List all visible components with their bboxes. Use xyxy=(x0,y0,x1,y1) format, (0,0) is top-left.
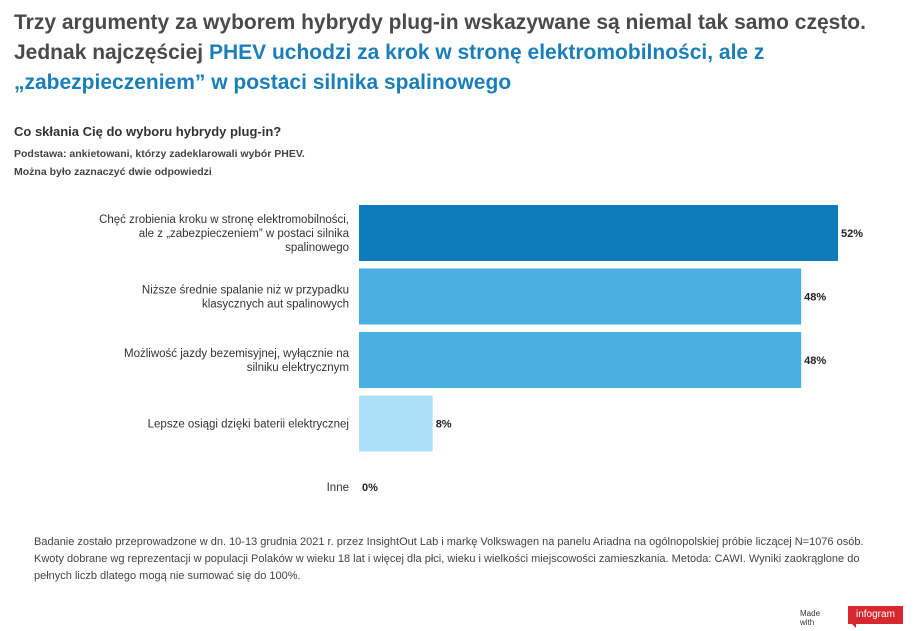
value-label-1: 48% xyxy=(804,292,826,304)
footnote: Badanie zostało przeprowadzone w dn. 10-… xyxy=(34,536,864,582)
category-label-2: Możliwość jazdy bezemisyjnej, wyłącznie … xyxy=(124,348,350,374)
value-label-3: 8% xyxy=(436,419,452,431)
subtitle-base: Podstawa: ankietowani, którzy zadeklarow… xyxy=(14,148,305,160)
title-line-2-plain: Jednak najczęściej xyxy=(14,41,209,64)
category-label-0: Chęć zrobienia kroku w stronę elektromob… xyxy=(99,214,350,254)
bar-3 xyxy=(359,395,433,452)
title-line-2: Jednak najczęściej PHEV uchodzi za krok … xyxy=(14,38,904,68)
logo-tail-decoration xyxy=(850,622,856,628)
title-line-2-highlight: PHEV uchodzi za krok w stronę elektromob… xyxy=(208,41,765,64)
chart-title: Trzy argumenty za wyborem hybrydy plug-i… xyxy=(14,8,904,98)
bar-0 xyxy=(359,205,838,261)
value-label-2: 48% xyxy=(804,355,826,367)
category-label-4: Inne xyxy=(327,482,349,494)
bar-1 xyxy=(359,268,802,325)
question-heading: Co skłania Cię do wyboru hybrydy plug-in… xyxy=(14,124,282,139)
title-line-3: „zabezpieczeniem” w postaci silnika spal… xyxy=(14,71,512,94)
bar-chart: Chęć zrobienia kroku w stronę elektromob… xyxy=(99,205,863,494)
value-label-4: 0% xyxy=(362,482,378,494)
value-label-0: 52% xyxy=(841,228,863,240)
category-label-3: Lepsze osiągi dzięki baterii elektryczne… xyxy=(148,419,349,431)
made-with-label: Made with xyxy=(800,609,821,627)
title-line-1: Trzy argumenty za wyborem hybrydy plug-i… xyxy=(14,11,866,34)
bar-2 xyxy=(359,332,802,388)
category-label-1: Niższe średnie spalanie niż w przypadku k… xyxy=(142,285,349,311)
infogram-logo[interactable]: infogram xyxy=(848,606,903,624)
subtitle-note: Można było zaznaczyć dwie odpowiedzi xyxy=(14,166,212,178)
